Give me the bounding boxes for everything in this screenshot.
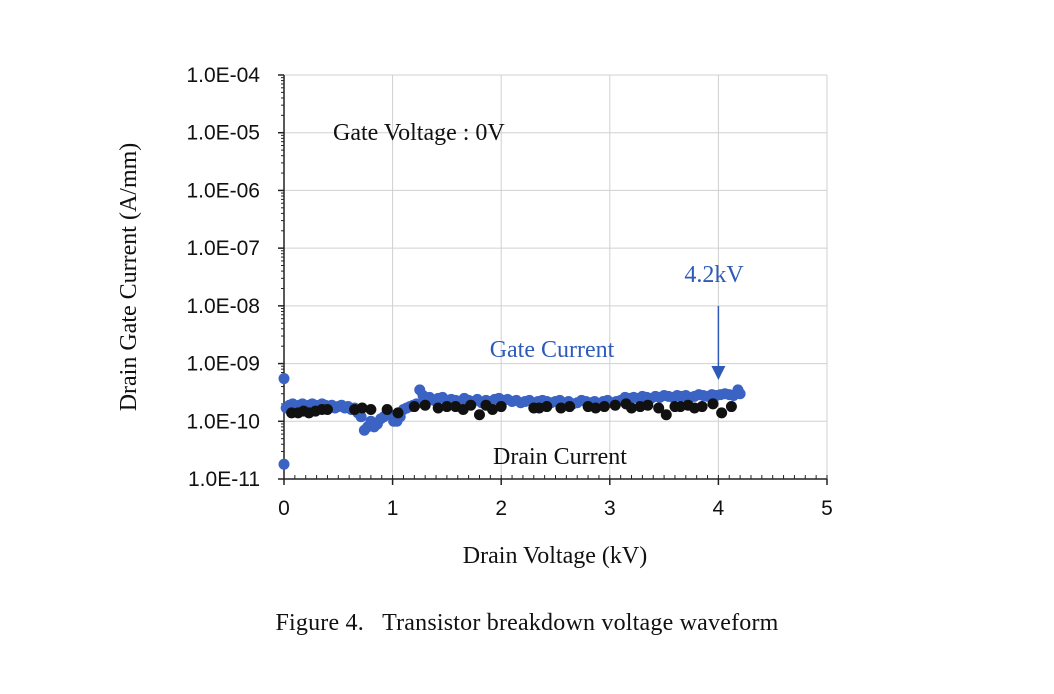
drain-current-label: Drain Current <box>493 444 627 470</box>
gate-current-label: Gate Current <box>490 337 615 363</box>
drain-current-point <box>707 398 719 410</box>
drain-current-point <box>564 401 576 413</box>
x-tick-label: 0 <box>278 497 290 520</box>
drain-current-point <box>487 404 499 416</box>
drain-current-point <box>465 399 477 411</box>
drain-current-point <box>495 401 507 413</box>
drain-current-point <box>642 399 654 411</box>
drain-current-point <box>441 401 453 413</box>
figure-caption: Figure 4. Transistor breakdown voltage w… <box>275 610 779 636</box>
drain-current-point <box>716 407 728 419</box>
drain-current-point <box>432 402 444 414</box>
x-tick-label: 2 <box>495 497 507 520</box>
drain-current-point <box>365 404 377 416</box>
breakdown-arrow-head <box>711 366 726 380</box>
y-axis-title: Drain Gate Current (A/mm) <box>116 143 142 412</box>
breakdown-arrow <box>711 306 726 380</box>
y-tick-labels: 1.0E-04 1.0E-05 1.0E-06 1.0E-07 1.0E-08 1.0E-… <box>186 64 260 491</box>
x-tick-label: 3 <box>604 497 616 520</box>
gate-current-point <box>734 388 746 400</box>
drain-current-point <box>609 399 621 411</box>
drain-current-series <box>286 398 737 421</box>
y-tick-label: 1.0E-06 <box>186 179 260 202</box>
drain-current-point <box>381 404 393 416</box>
y-tick-label: 1.0E-10 <box>186 410 260 433</box>
drain-current-point <box>321 404 333 416</box>
drain-current-point <box>555 402 567 414</box>
x-tick-label: 5 <box>821 497 833 520</box>
drain-current-point <box>590 402 602 414</box>
y-tick-label: 1.0E-05 <box>186 122 260 145</box>
gate-current-point <box>278 458 290 470</box>
gate-current-point <box>355 411 367 423</box>
drain-current-point <box>598 401 610 413</box>
drain-current-point <box>660 409 672 421</box>
y-tick-label: 1.0E-07 <box>186 237 260 260</box>
drain-current-point <box>392 407 404 419</box>
x-tick-labels: 0 1 2 3 4 5 <box>278 497 833 520</box>
y-tick-label: 1.0E-11 <box>188 468 260 491</box>
y-tick-label: 1.0E-09 <box>186 353 260 376</box>
gate-current-point <box>278 373 290 385</box>
drain-current-point <box>696 401 708 413</box>
breakdown-voltage-label: 4.2kV <box>684 262 744 288</box>
drain-current-point <box>653 402 665 414</box>
drain-current-point <box>541 401 553 413</box>
drain-current-point <box>356 402 368 414</box>
x-tick-label: 1 <box>387 497 399 520</box>
drain-current-point <box>626 402 638 414</box>
drain-current-point <box>408 401 420 413</box>
drain-current-point <box>473 409 485 421</box>
y-tick-label: 1.0E-08 <box>186 295 260 318</box>
y-tick-label: 1.0E-04 <box>186 64 260 87</box>
x-axis-title: Drain Voltage (kV) <box>463 543 647 569</box>
drain-current-point <box>419 399 431 411</box>
drain-current-point <box>725 401 737 413</box>
x-tick-label: 4 <box>713 497 725 520</box>
gate-voltage-annotation: Gate Voltage : 0V <box>333 120 505 146</box>
